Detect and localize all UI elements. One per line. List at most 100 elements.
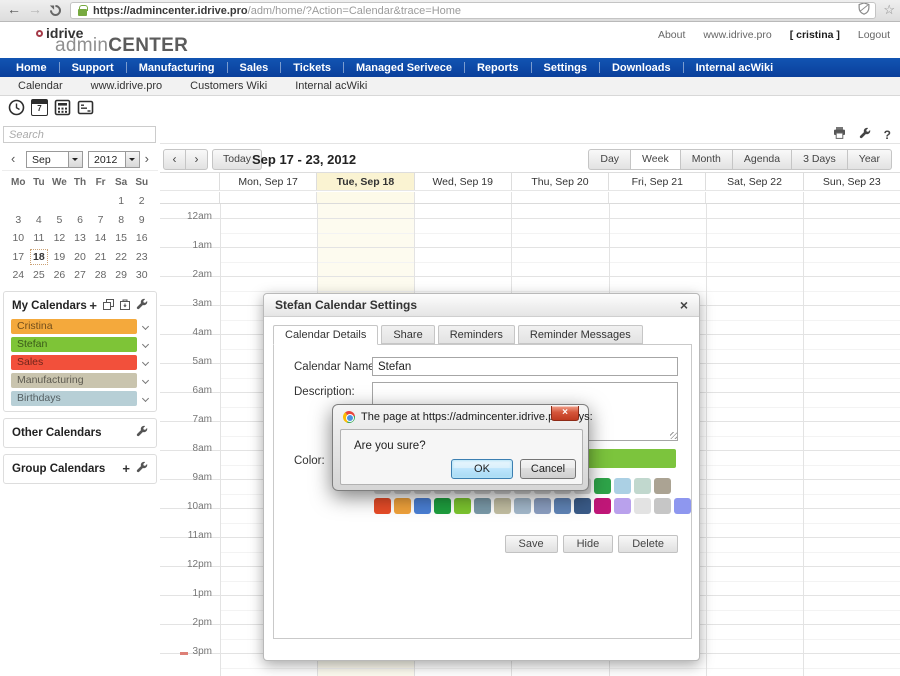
address-bar[interactable]: https://admincenter.idrive.pro/adm/home/…	[70, 2, 876, 19]
header-link-about[interactable]: About	[657, 29, 686, 41]
copy-icon[interactable]	[103, 297, 114, 315]
view-button-3-days[interactable]: 3 Days	[791, 149, 848, 170]
mini-day-4[interactable]: 4	[35, 213, 42, 226]
browser-back-button[interactable]: ←	[7, 1, 21, 17]
mini-day-6[interactable]: 6	[77, 213, 83, 226]
tab-share[interactable]: Share	[381, 325, 435, 344]
color-swatch[interactable]	[594, 498, 611, 514]
view-button-week[interactable]: Week	[630, 149, 681, 170]
color-swatch[interactable]	[394, 498, 411, 514]
calendar-toggle-manufacturing[interactable]: Manufacturing	[11, 373, 137, 388]
browser-reload-button[interactable]	[47, 2, 64, 19]
color-swatch[interactable]	[594, 478, 611, 494]
cancel-button[interactable]: Cancel	[520, 459, 576, 479]
today-button[interactable]: Today	[212, 149, 263, 170]
color-swatch[interactable]	[634, 478, 651, 494]
color-swatch[interactable]	[474, 498, 491, 514]
mini-day-21[interactable]: 21	[94, 250, 107, 263]
tab-reminders[interactable]: Reminders	[437, 325, 515, 344]
nav-item-manufacturing[interactable]: Manufacturing	[138, 61, 215, 74]
day-header-mon-sep-17[interactable]: Mon, Sep 17	[220, 173, 318, 190]
subnav-item-calendar[interactable]: Calendar	[18, 80, 63, 92]
hide-button[interactable]: Hide	[562, 535, 614, 553]
color-swatch[interactable]	[494, 498, 511, 514]
nav-item-managed-serivece[interactable]: Managed Serivece	[355, 61, 452, 74]
mini-day-18[interactable]: 18	[29, 248, 50, 267]
allday-cell[interactable]	[220, 192, 318, 203]
mini-day-1[interactable]: 1	[118, 195, 125, 207]
year-select[interactable]: 2012	[88, 151, 140, 168]
mini-day-11[interactable]: 11	[33, 232, 45, 244]
wrench-icon[interactable]	[136, 460, 148, 478]
day-header-tue-sep-18[interactable]: Tue, Sep 18	[317, 173, 415, 190]
wrench-icon[interactable]	[136, 297, 148, 315]
confirm-titlebar[interactable]: The page at https://admincenter.idrive.p…	[343, 411, 593, 423]
mini-day-25[interactable]: 25	[33, 269, 45, 281]
shield-icon[interactable]	[858, 3, 870, 18]
mini-day-24[interactable]: 24	[12, 269, 25, 281]
color-swatch[interactable]	[614, 478, 631, 494]
day-header-thu-sep-20[interactable]: Thu, Sep 20	[512, 173, 610, 190]
help-icon[interactable]: ?	[883, 128, 891, 142]
color-swatch[interactable]	[374, 498, 391, 514]
mini-day-29[interactable]: 29	[115, 269, 127, 281]
calendar-name-input[interactable]	[372, 357, 678, 376]
mini-day-26[interactable]: 26	[53, 269, 66, 281]
color-swatch[interactable]	[574, 498, 591, 514]
nav-item-sales[interactable]: Sales	[239, 61, 269, 74]
chevron-down-icon[interactable]	[141, 340, 150, 349]
color-swatch[interactable]	[614, 498, 631, 514]
header-link-logout[interactable]: Logout	[857, 29, 890, 41]
mini-day-8[interactable]: 8	[118, 213, 125, 226]
subnav-item-www-idrive-pro[interactable]: www.idrive.pro	[90, 80, 163, 92]
mini-day-20[interactable]: 20	[74, 250, 86, 263]
mini-day-5[interactable]: 5	[56, 213, 63, 226]
mini-day-19[interactable]: 19	[53, 250, 66, 263]
mini-day-15[interactable]: 15	[115, 232, 127, 244]
chevron-down-icon[interactable]	[141, 376, 150, 385]
subnav-item-internal-acwiki[interactable]: Internal acWiki	[295, 80, 368, 92]
print-icon[interactable]	[833, 126, 846, 144]
calendar-icon[interactable]: 7	[31, 99, 48, 116]
color-swatch[interactable]	[534, 498, 551, 514]
calendar-toggle-stefan[interactable]: Stefan	[11, 337, 137, 352]
header-link-www-idrive-pro[interactable]: www.idrive.pro	[703, 29, 772, 41]
mini-day-28[interactable]: 28	[94, 269, 107, 281]
color-swatch[interactable]	[554, 498, 571, 514]
subnav-item-customers-wiki[interactable]: Customers Wiki	[190, 80, 268, 92]
close-icon[interactable]: ×	[551, 406, 579, 421]
color-swatch[interactable]	[634, 498, 651, 514]
allday-cell[interactable]	[317, 192, 415, 203]
nav-item-support[interactable]: Support	[71, 61, 114, 74]
calendar-toggle-cristina[interactable]: Cristina	[11, 319, 137, 334]
bookmark-star-icon[interactable]: ☆	[883, 2, 895, 17]
clock-icon[interactable]	[8, 99, 25, 116]
day-header-fri-sep-21[interactable]: Fri, Sep 21	[609, 173, 707, 190]
mini-next-button[interactable]: ›	[144, 151, 149, 166]
color-swatch[interactable]	[514, 498, 531, 514]
mini-day-23[interactable]: 23	[135, 250, 148, 263]
calculator-icon[interactable]	[54, 99, 71, 116]
chevron-down-icon[interactable]	[141, 358, 150, 367]
mini-day-12[interactable]: 12	[53, 232, 66, 244]
view-button-month[interactable]: Month	[679, 149, 733, 170]
mini-day-17[interactable]: 17	[12, 250, 25, 263]
allday-cell[interactable]	[609, 192, 707, 203]
header-link-cristina[interactable]: [ cristina ]	[789, 29, 840, 41]
day-header-sat-sep-22[interactable]: Sat, Sep 22	[706, 173, 804, 190]
nav-item-settings[interactable]: Settings	[543, 61, 587, 74]
mini-day-9[interactable]: 9	[138, 213, 145, 226]
color-swatch[interactable]	[674, 498, 691, 514]
color-swatch[interactable]	[454, 498, 471, 514]
save-button[interactable]: Save	[504, 535, 558, 553]
browser-forward-button[interactable]: →	[28, 1, 42, 17]
day-header-sun-sep-23[interactable]: Sun, Sep 23	[822, 176, 881, 188]
nav-item-internal-acwiki[interactable]: Internal acWiki	[695, 61, 774, 74]
tab-reminder-messages[interactable]: Reminder Messages	[517, 325, 643, 344]
allday-cell[interactable]	[804, 192, 900, 203]
mini-day-16[interactable]: 16	[135, 232, 148, 244]
color-swatch[interactable]	[654, 478, 671, 494]
nav-item-home[interactable]: Home	[16, 61, 47, 74]
close-icon[interactable]: ×	[679, 297, 688, 313]
chevron-down-icon[interactable]	[141, 394, 150, 403]
